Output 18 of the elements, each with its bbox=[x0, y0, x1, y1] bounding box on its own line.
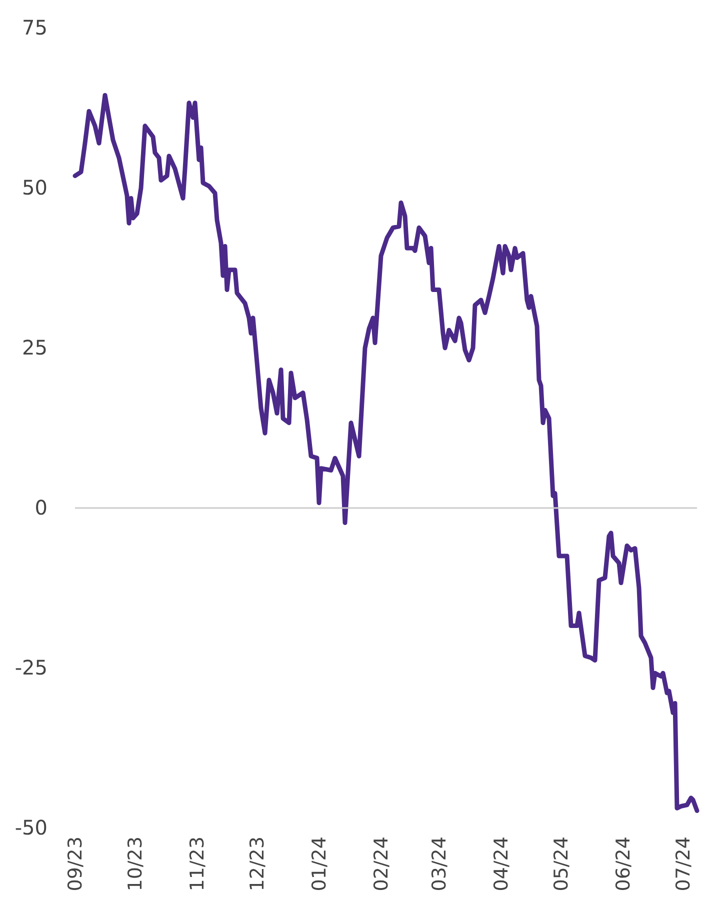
y-tick-label: 50 bbox=[22, 176, 48, 200]
x-tick-label: 04/24 bbox=[490, 836, 512, 892]
y-tick-label: -25 bbox=[14, 656, 48, 680]
x-tick-label: 03/24 bbox=[428, 836, 450, 892]
y-tick-label: 75 bbox=[22, 16, 48, 40]
x-tick-label: 12/23 bbox=[246, 836, 268, 892]
y-tick-label: 25 bbox=[22, 336, 48, 360]
x-tick-label: 07/24 bbox=[672, 836, 694, 892]
x-tick-label: 11/23 bbox=[186, 836, 208, 892]
y-tick-label: -50 bbox=[14, 816, 48, 840]
x-tick-label: 09/23 bbox=[64, 836, 86, 892]
x-tick-label: 06/24 bbox=[612, 836, 634, 892]
x-tick-label: 02/24 bbox=[370, 836, 392, 892]
y-tick-label: 0 bbox=[34, 496, 48, 520]
x-tick-label: 01/24 bbox=[308, 836, 330, 892]
x-tick-label: 10/23 bbox=[124, 836, 146, 892]
line-series bbox=[72, 92, 700, 813]
x-tick-label: 05/24 bbox=[550, 836, 572, 892]
